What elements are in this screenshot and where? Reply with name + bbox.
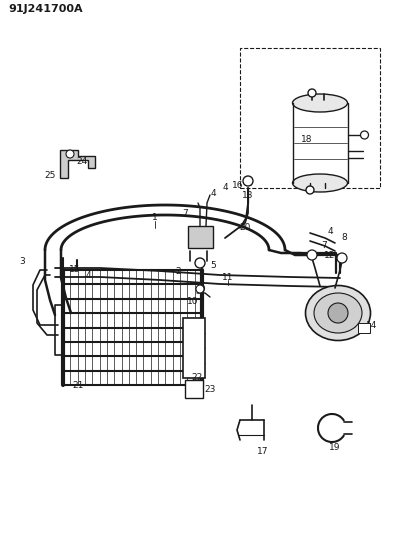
Bar bbox=[185, 380, 203, 398]
Polygon shape bbox=[60, 150, 95, 178]
Ellipse shape bbox=[314, 293, 362, 333]
Text: 9: 9 bbox=[199, 285, 205, 294]
Circle shape bbox=[306, 186, 314, 194]
Text: 4: 4 bbox=[327, 227, 333, 236]
Circle shape bbox=[307, 250, 317, 260]
Text: 7: 7 bbox=[321, 240, 327, 249]
Circle shape bbox=[337, 253, 347, 263]
Circle shape bbox=[328, 303, 348, 323]
Text: 10: 10 bbox=[187, 296, 199, 305]
Text: 14: 14 bbox=[366, 320, 378, 329]
Text: 4: 4 bbox=[85, 271, 91, 279]
Circle shape bbox=[243, 176, 253, 186]
Text: 16: 16 bbox=[232, 182, 244, 190]
Text: 22: 22 bbox=[191, 374, 203, 383]
Text: 13: 13 bbox=[242, 190, 254, 199]
Bar bbox=[358, 323, 370, 333]
Text: 4: 4 bbox=[210, 189, 216, 198]
Text: 21: 21 bbox=[72, 381, 84, 390]
Text: 7: 7 bbox=[182, 208, 188, 217]
Circle shape bbox=[66, 150, 74, 158]
Ellipse shape bbox=[293, 94, 348, 112]
Text: 12: 12 bbox=[324, 251, 336, 260]
Text: 8: 8 bbox=[341, 233, 347, 243]
Text: 5: 5 bbox=[349, 311, 355, 319]
Text: 91J241700A: 91J241700A bbox=[8, 4, 83, 14]
Text: 18: 18 bbox=[301, 135, 313, 144]
Text: 1: 1 bbox=[152, 214, 158, 222]
Circle shape bbox=[360, 131, 369, 139]
Text: 20: 20 bbox=[239, 223, 251, 232]
Text: 4: 4 bbox=[222, 183, 228, 192]
Text: 17: 17 bbox=[257, 447, 269, 456]
Text: 25: 25 bbox=[44, 171, 56, 180]
Text: 11: 11 bbox=[222, 272, 234, 281]
Text: 5: 5 bbox=[210, 261, 216, 270]
Circle shape bbox=[196, 285, 204, 293]
Text: 3: 3 bbox=[19, 256, 25, 265]
Text: 5: 5 bbox=[350, 321, 356, 330]
Ellipse shape bbox=[293, 174, 348, 192]
Bar bbox=[240, 48, 380, 188]
Text: 19: 19 bbox=[329, 443, 341, 453]
Text: 24: 24 bbox=[76, 157, 88, 166]
Text: 6: 6 bbox=[59, 273, 65, 282]
Text: 6: 6 bbox=[246, 180, 252, 189]
Text: 15: 15 bbox=[69, 265, 81, 274]
Circle shape bbox=[308, 89, 316, 97]
Bar bbox=[183, 318, 205, 378]
Text: 23: 23 bbox=[204, 384, 216, 393]
Bar bbox=[188, 226, 213, 248]
Ellipse shape bbox=[305, 286, 371, 341]
Text: 2: 2 bbox=[175, 266, 181, 276]
Circle shape bbox=[195, 258, 205, 268]
